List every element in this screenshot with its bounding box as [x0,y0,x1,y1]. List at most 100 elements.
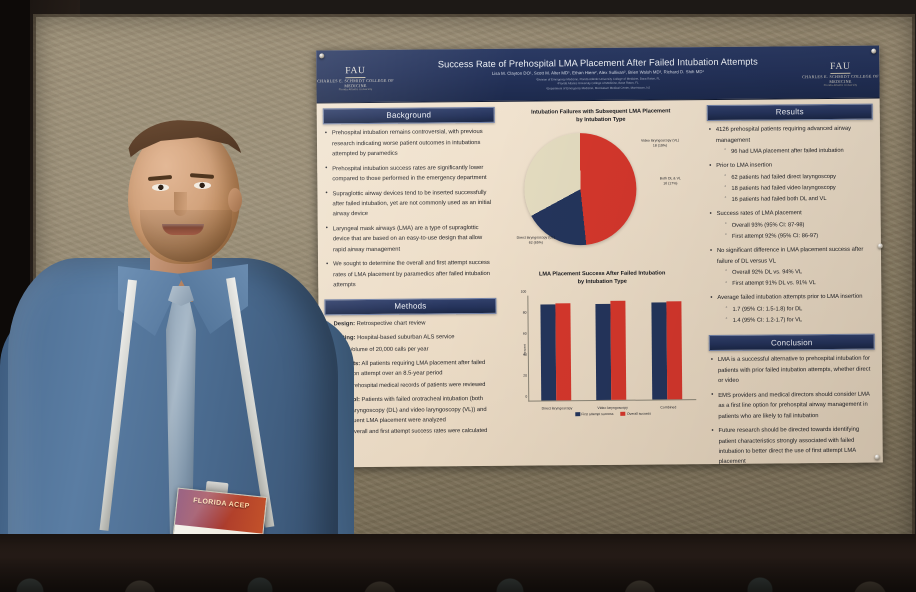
poster-column-middle: Intubation Failures with Subsequent LMA … [500,105,705,455]
poster-pin-top-right [871,48,877,54]
presenter-eye-right [194,182,211,189]
results-item-sublist: Overall 93% (95% CI: 87-98)First attempt… [717,219,872,242]
pie-slice-label-dl: Direct laryngoscopy (DL) 62 (65%) [516,235,556,245]
carpet-shadow [0,534,916,592]
fau-logo-right-college: CHARLES E. SCHMIDT COLLEGE OF MEDICINE [802,73,879,84]
methods-item: Setting: Hospital-based suburban ALS ser… [327,332,495,355]
background-bullet: Prehospital intubation remains controver… [325,127,493,160]
bar-first-attempt-success [651,302,668,400]
results-item-sublist: Overall 92% DL vs. 94% VLFirst attempt 9… [717,267,872,290]
results-item: Success rates of LMA placementOverall 93… [710,208,872,242]
bar-chart-title: LMA Placement Success After Failed Intub… [538,270,666,286]
pie-chart-figure: Intubation Failures with Subsequent LMA … [500,105,703,263]
conclusion-bullet: LMA is a successful alternative to preho… [711,354,873,387]
methods-item-sublist: Overall and first attempt success rates … [334,426,495,438]
section-heading-methods: Methods [324,297,497,316]
poster-body: Background Prehospital intubation remain… [317,99,883,465]
results-item-sublist: 96 had LMA placement after failed intuba… [716,146,871,157]
background-bullet: Laryngeal mask airways (LMA) are a type … [326,223,494,256]
presenter-nose [174,192,187,216]
section-heading-results: Results [706,103,873,122]
legend-swatch [574,412,580,417]
pie-chart-graphic [523,132,637,246]
results-item-subitem: First attempt 91% DL vs. 91% VL [725,278,872,289]
presenter-necktie-knot [168,286,194,306]
research-poster: FAU CHARLES E. SCHMIDT COLLEGE OF MEDICI… [316,45,883,468]
bar-overall-success [610,300,627,400]
bar-chart-ytick: 20 [523,373,528,378]
legend-swatch [620,412,626,416]
methods-item-subitem: Overall and first attempt success rates … [342,426,495,437]
bar-chart-ytick: 80 [522,310,527,315]
results-item: Prior to LMA insertion62 patients had fa… [709,160,871,205]
poster-pin-top-left [319,53,325,59]
bar-chart-ytick: 40 [523,352,527,357]
bar-overall-success [666,301,683,399]
bar-chart-area: Percent 0 20 40 60 80 100 Direct laryngoscopy V… [501,289,704,420]
bar-first-attempt-success [540,304,556,401]
carpet [0,534,916,592]
results-item-subitem: 96 had LMA placement after failed intuba… [724,146,871,157]
pie-slice-label-vl: Video laryngoscopy (VL) 18 (19%) [640,138,680,148]
background-bullet: Supraglottic airway devices tend to be i… [325,187,493,220]
bar-first-attempt-success [595,303,612,400]
legend-entry: First attempt success [574,412,613,417]
bar-chart-xtick: Combined [660,404,677,410]
pie-chart-area: Direct laryngoscopy (DL) 62 (65%) Video … [500,126,703,263]
presenter-eye-left [152,184,169,191]
background-bullet: We sought to determine the overall and f… [326,258,494,291]
bar-group: Video laryngoscopy [595,294,628,410]
fau-logo-right-university: Florida Atlantic University [823,83,858,87]
poster-title-block: Success Rate of Prehospital LMA Placemen… [394,56,801,92]
bar-group: Direct laryngoscopy [540,295,572,410]
fau-logo-right-mark: FAU [830,61,851,74]
results-item-subitem: 18 patients had failed video laryngoscop… [724,182,871,193]
pie-slice-label-both: Both DL & VL 16 (17%) [659,176,681,186]
fau-logo-right: FAU CHARLES E. SCHMIDT COLLEGE OF MEDICI… [801,56,879,88]
bar-chart-xtick: Video laryngoscopy [597,405,628,410]
results-item: Average failed intubation attempts prior… [710,292,872,326]
fau-logo-left-university: Florida Atlantic University [338,87,373,92]
legend-entry: Overall success [620,412,651,416]
results-bullet-list: 4126 prehospital patients requiring adva… [707,120,875,331]
results-item-subitem: 62 patients had failed direct laryngosco… [724,171,871,182]
results-item: 4126 prehospital patients requiring adva… [709,124,871,157]
methods-item-sublist: Prehospital medical records of patients … [334,380,495,392]
background-bullet: Prehospital intubation success rates are… [325,162,493,184]
conclusion-bullet: Future research should be directed towar… [711,425,873,468]
bar-chart-xtick: Direct laryngoscopy [541,405,573,411]
bar-chart-figure: LMA Placement Success After Failed Intub… [501,267,704,420]
poster-title: Success Rate of Prehospital LMA Placemen… [437,56,758,70]
fau-logo-left-mark: FAU [345,66,366,79]
conclusion-bullet: EMS providers and medical directors shou… [711,389,873,422]
poster-pin-bottom-right [874,454,880,460]
poster-affiliations: ¹Division of Emergency Medicine, Florida… [535,76,660,91]
presenter-ear [228,188,242,212]
section-heading-conclusion: Conclusion [708,333,875,352]
methods-item-sublist: Volume of 20,000 calls per year [334,344,495,356]
results-item-sublist: 1.7 (95% CI: 1.5-1.8) for DL1.4 (95% CI:… [717,303,872,326]
fau-logo-left-college: CHARLES E. SCHMIDT COLLEGE OF MEDICINE [317,78,394,88]
results-item-subitem: 16 patients had failed both DL and VL [724,194,871,205]
results-item: No significant difference in LMA placeme… [710,245,872,289]
results-item-subitem: 1.4 (95% CI: 1.2-1.7) for VL [726,315,873,326]
results-item-subitem: Overall 92% DL vs. 94% VL [725,267,872,278]
methods-item: Design: Retrospective chart review [327,318,495,330]
bar-chart-ytick: 100 [520,289,527,294]
results-item-subitem: Overall 93% (95% CI: 87-98) [725,219,872,230]
poster-pin-right-middle [877,243,883,249]
methods-item-subitem: Volume of 20,000 calls per year [342,344,495,355]
pie-chart-title: Intubation Failures with Subsequent LMA … [531,108,671,124]
bar-chart-ytick: 60 [522,331,527,336]
presenter: FLORIDA ACEP SCOTT Alter M.D. Delray Bea… [0,118,354,592]
results-item-sublist: 62 patients had failed direct laryngosco… [716,171,871,205]
fau-logo-left: FAU CHARLES E. SCHMIDT COLLEGE OF MEDICI… [316,60,394,92]
bar-chart-ytick: 0 [525,394,528,399]
presenter-mouth [162,224,204,235]
poster-header: FAU CHARLES E. SCHMIDT COLLEGE OF MEDICI… [316,45,880,104]
results-item-subitem: 1.7 (95% CI: 1.5-1.8) for DL [725,303,872,314]
bar-chart-plot: Percent 0 20 40 60 80 100 Direct laryngoscopy V… [521,289,697,417]
methods-item-subitem: Prehospital medical records of patients … [342,380,495,391]
bar-chart-legend: First attempt success Overall success [574,412,651,417]
